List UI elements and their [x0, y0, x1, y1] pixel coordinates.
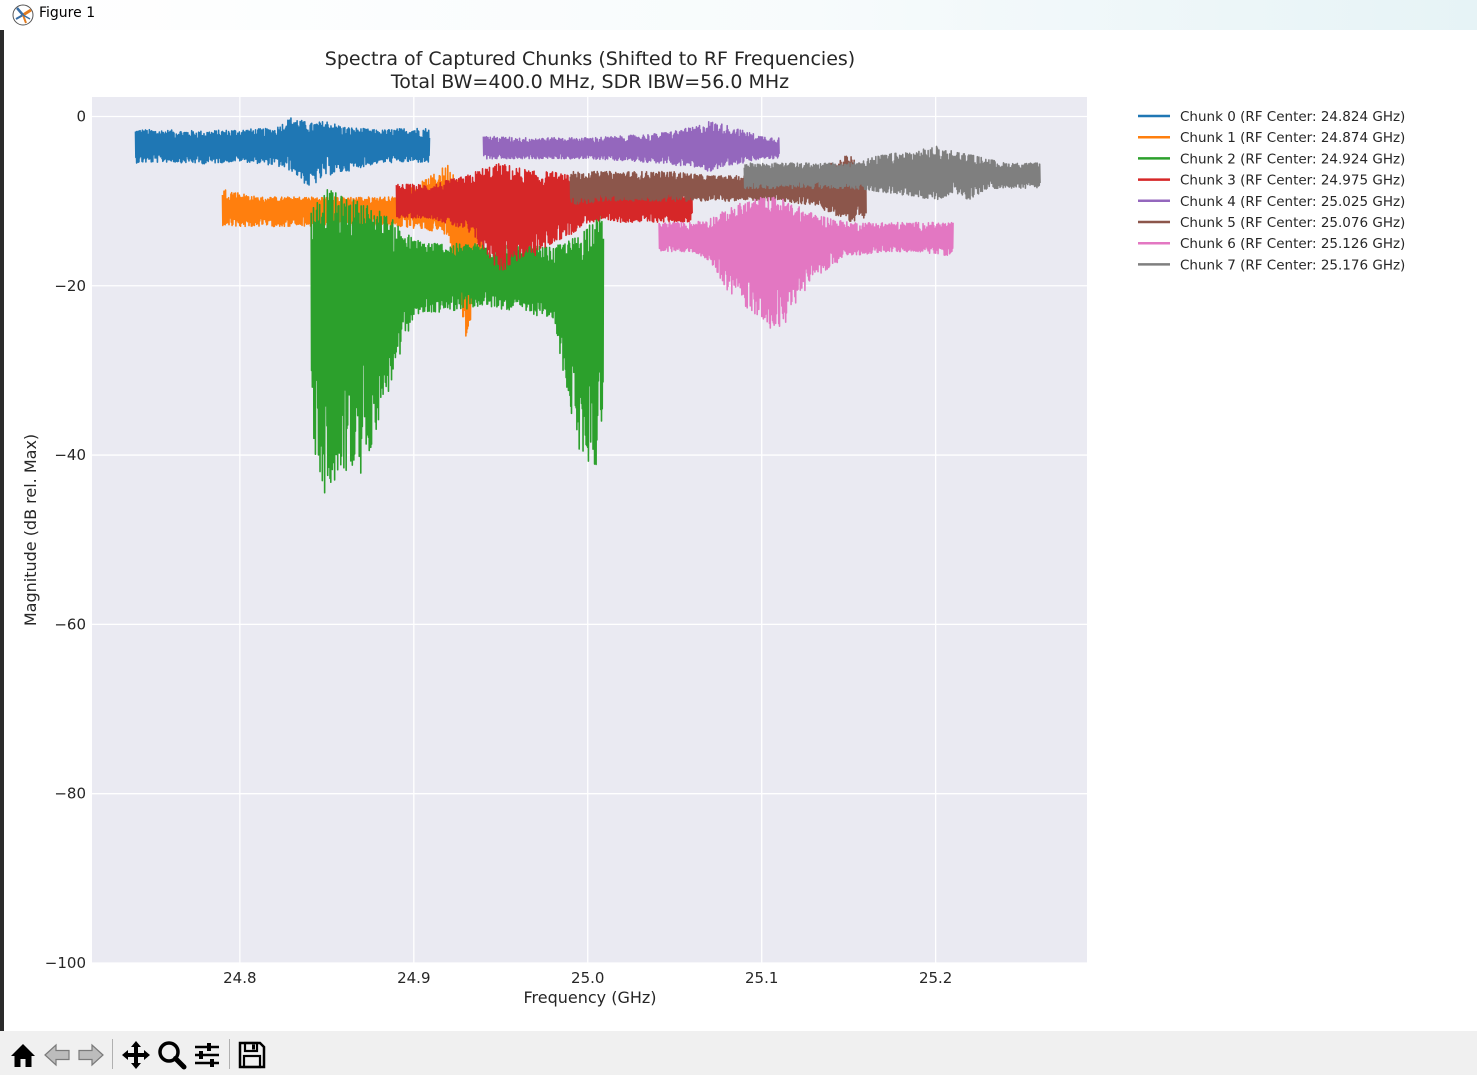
x-tick-label: 24.9: [397, 969, 430, 987]
legend-entry: Chunk 3 (RF Center: 24.975 GHz): [1180, 173, 1405, 189]
y-tick-label: 0: [76, 107, 86, 125]
arrow-right-icon: [75, 1039, 107, 1071]
figure-canvas: Spectra of Captured Chunks (Shifted to R…: [4, 30, 1477, 1031]
matplotlib-logo-icon: [12, 4, 34, 26]
pan-button[interactable]: [120, 1039, 152, 1071]
chart-subtitle: Total BW=400.0 MHz, SDR IBW=56.0 MHz: [390, 71, 789, 93]
save-button[interactable]: [236, 1039, 268, 1071]
window-titlebar: Figure 1: [0, 0, 1477, 30]
y-tick-label: −60: [54, 615, 86, 633]
legend-entry: Chunk 0 (RF Center: 24.824 GHz): [1180, 109, 1405, 125]
magnifier-icon: [156, 1039, 188, 1071]
y-tick-label: −80: [54, 785, 86, 803]
home-icon: [7, 1039, 39, 1071]
toolbar-separator: [112, 1039, 113, 1069]
chart-title: Spectra of Captured Chunks (Shifted to R…: [325, 48, 855, 70]
move-icon: [120, 1039, 152, 1071]
legend-entry: Chunk 1 (RF Center: 24.874 GHz): [1180, 130, 1405, 146]
configure-subplots-button[interactable]: [191, 1039, 223, 1071]
y-tick-label: −100: [45, 954, 86, 972]
navigation-toolbar: [0, 1031, 1477, 1075]
arrow-left-icon: [41, 1039, 73, 1071]
zoom-button[interactable]: [156, 1039, 188, 1071]
legend-entry: Chunk 2 (RF Center: 24.924 GHz): [1180, 151, 1405, 167]
spectra-chart: Spectra of Captured Chunks (Shifted to R…: [4, 30, 1477, 1031]
window-title: Figure 1: [39, 5, 95, 21]
legend: Chunk 0 (RF Center: 24.824 GHz) Chunk 1 (…: [1138, 109, 1405, 273]
y-axis-label: Magnitude (dB rel. Max): [21, 434, 40, 626]
home-button[interactable]: [7, 1039, 39, 1071]
sliders-icon: [191, 1039, 223, 1071]
y-tick-label: −20: [54, 277, 86, 295]
x-tick-label: 25.1: [745, 969, 778, 987]
x-tick-label: 25.0: [571, 969, 604, 987]
floppy-disk-icon: [236, 1039, 268, 1071]
legend-entry: Chunk 6 (RF Center: 25.126 GHz): [1180, 236, 1405, 252]
legend-entry: Chunk 5 (RF Center: 25.076 GHz): [1180, 215, 1405, 231]
legend-entry: Chunk 7 (RF Center: 25.176 GHz): [1180, 257, 1405, 273]
y-tick-label: −40: [54, 446, 86, 464]
back-button[interactable]: [41, 1039, 73, 1071]
x-tick-label: 24.8: [223, 969, 256, 987]
forward-button[interactable]: [75, 1039, 107, 1071]
x-tick-label: 25.2: [919, 969, 952, 987]
legend-entry: Chunk 4 (RF Center: 25.025 GHz): [1180, 194, 1405, 210]
toolbar-separator: [229, 1039, 230, 1069]
x-axis-label: Frequency (GHz): [523, 988, 656, 1007]
